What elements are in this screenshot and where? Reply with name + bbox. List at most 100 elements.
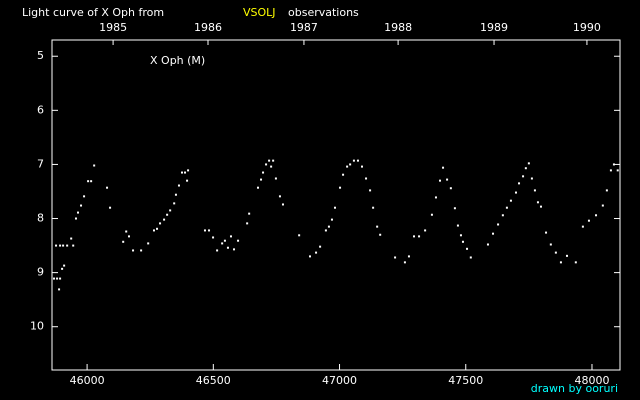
data-point xyxy=(55,244,58,247)
data-point xyxy=(486,243,489,246)
plot-frame xyxy=(51,39,621,371)
data-point xyxy=(501,214,504,217)
y-tick-label: 8 xyxy=(37,212,44,225)
data-point xyxy=(565,254,568,257)
data-point xyxy=(186,179,189,182)
data-point xyxy=(446,178,449,181)
data-point xyxy=(587,219,590,222)
data-point xyxy=(612,163,615,166)
data-point xyxy=(77,211,80,214)
data-point xyxy=(184,171,187,174)
data-point xyxy=(492,232,495,235)
data-point xyxy=(342,173,345,176)
data-point xyxy=(574,261,577,264)
data-point xyxy=(365,177,368,180)
data-point xyxy=(90,180,93,183)
data-point xyxy=(147,242,150,245)
data-point xyxy=(265,163,268,166)
data-point xyxy=(372,206,375,209)
data-point xyxy=(601,204,604,207)
data-point xyxy=(605,189,608,192)
data-point xyxy=(156,227,159,230)
data-point xyxy=(260,178,263,181)
data-point xyxy=(442,166,445,169)
x-tick-label: 47000 xyxy=(322,374,357,387)
data-point xyxy=(56,277,59,280)
data-point xyxy=(461,240,464,243)
data-point xyxy=(330,218,333,221)
data-point xyxy=(127,235,130,238)
data-point xyxy=(456,224,459,227)
data-point xyxy=(449,187,452,190)
data-point xyxy=(83,195,86,198)
data-point xyxy=(324,229,327,232)
data-point xyxy=(208,229,211,232)
data-point xyxy=(595,214,598,217)
data-point xyxy=(339,186,342,189)
data-point xyxy=(122,240,125,243)
data-point xyxy=(181,171,184,174)
data-point xyxy=(430,213,433,216)
data-point xyxy=(203,229,206,232)
data-point xyxy=(169,209,172,212)
data-point xyxy=(407,255,410,258)
data-point xyxy=(376,225,379,228)
data-point xyxy=(163,218,166,221)
data-point xyxy=(333,206,336,209)
data-point xyxy=(315,251,318,254)
data-point xyxy=(413,235,416,238)
x2-tick-label: 1985 xyxy=(99,21,127,34)
data-point xyxy=(554,251,557,254)
data-point xyxy=(281,203,284,206)
data-point xyxy=(346,165,349,168)
annotation: X Oph (M) xyxy=(150,54,205,67)
data-point xyxy=(524,167,527,170)
data-point xyxy=(616,169,619,172)
data-point xyxy=(319,245,322,248)
data-point xyxy=(132,249,135,252)
data-point xyxy=(125,230,128,233)
data-point xyxy=(93,164,96,167)
data-point xyxy=(187,169,190,172)
data-point xyxy=(226,246,229,249)
data-point xyxy=(609,169,612,172)
data-point xyxy=(59,277,62,280)
data-point xyxy=(72,244,75,247)
data-point xyxy=(352,159,355,162)
data-point xyxy=(272,159,275,162)
data-point xyxy=(439,179,442,182)
data-point xyxy=(166,213,169,216)
data-point xyxy=(61,267,64,270)
x2-tick-label: 1987 xyxy=(290,21,318,34)
data-point xyxy=(66,244,69,247)
data-point xyxy=(459,234,462,237)
data-point xyxy=(505,206,508,209)
data-point xyxy=(74,217,77,220)
source-name: VSOLJ xyxy=(243,6,276,19)
x-tick-label: 47500 xyxy=(448,374,483,387)
y-tick-label: 9 xyxy=(37,266,44,279)
x2-tick-label: 1990 xyxy=(573,21,601,34)
x-tick-label: 46500 xyxy=(196,374,231,387)
data-point xyxy=(237,239,240,242)
data-point xyxy=(270,165,273,168)
data-point xyxy=(106,186,109,189)
data-point xyxy=(62,244,65,247)
data-point xyxy=(536,201,539,204)
data-point xyxy=(223,239,226,242)
y-tick-label: 6 xyxy=(37,103,44,116)
credit: drawn by ooruri xyxy=(531,382,618,395)
data-point xyxy=(308,255,311,258)
data-point xyxy=(539,205,542,208)
data-point xyxy=(159,222,162,225)
data-point xyxy=(361,165,364,168)
data-point xyxy=(262,171,265,174)
data-point xyxy=(246,222,249,225)
data-point xyxy=(349,163,352,166)
data-point xyxy=(327,225,330,228)
data-point xyxy=(403,261,406,264)
data-point xyxy=(509,199,512,202)
data-point xyxy=(58,288,61,291)
